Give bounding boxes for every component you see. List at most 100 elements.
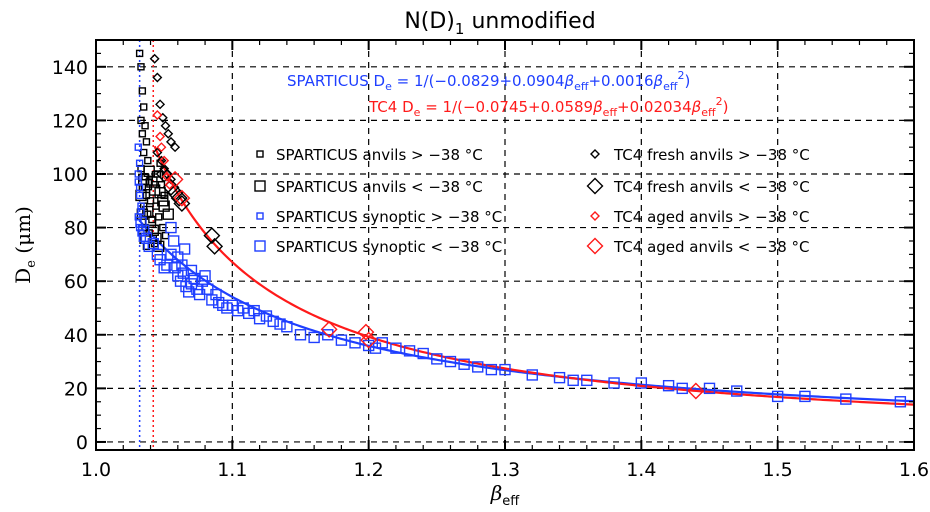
data-point [294,329,307,341]
data-point [143,240,155,253]
legend-marker [586,237,604,255]
data-point [185,264,198,277]
data-point [166,170,184,188]
data-point [147,237,159,250]
data-point [152,147,163,158]
legend-item: TC4 fresh anvils > −38 °C [590,146,810,164]
data-point [155,165,173,183]
legend-item: SPARTICUS synoptic > −38 °C [256,208,502,226]
data-point [417,347,429,360]
data-point [362,339,375,352]
data-point [662,379,675,392]
legend-label: SPARTICUS synoptic > −38 °C [276,208,502,226]
y-tick-label: 20 [64,378,88,400]
fit-curve [153,145,915,406]
equation-sparticus: SPARTICUS De = 1/(−0.0829+0.0904βeff+0.0… [287,69,690,93]
y-tick-label: 0 [76,432,88,454]
axis-ticks [95,40,915,450]
data-point [134,170,142,178]
legend-label: TC4 fresh anvils < −38 °C [613,178,810,196]
data-point [137,116,145,125]
data-point [166,184,184,202]
chart-title: N(D)1 unmodified [404,9,595,38]
legend-marker [590,211,600,221]
legend-item: SPARTICUS anvils > −38 °C [256,146,483,164]
data-point [152,110,163,121]
data-point [138,224,150,236]
data-point [162,208,174,220]
y-tick-label: 60 [64,271,88,293]
data-point [156,142,167,153]
data-point [163,128,174,139]
legend-marker [256,150,264,158]
data-point [135,191,144,200]
data-point [360,331,378,349]
data-point [138,87,147,95]
data-point [567,374,579,387]
data-point [135,49,144,58]
data-point [322,329,334,341]
data-point [635,377,648,389]
data-point [178,243,191,255]
legend-label: SPARTICUS anvils > −38 °C [276,146,483,164]
data-point [165,248,177,261]
data-point [140,148,148,157]
data-point [357,323,375,341]
legend-label: SPARTICUS anvils < −38 °C [276,178,483,196]
legend-label: TC4 fresh anvils > −38 °C [613,146,810,164]
x-tick-label: 1.2 [354,459,384,481]
data-point [168,235,180,247]
data-point [444,355,457,368]
legend-marker [590,149,600,159]
data-point [177,267,189,279]
data-point [135,216,147,228]
legend-item: SPARTICUS synoptic < −38 °C [254,238,502,256]
data-point [142,138,151,146]
equation-tc4: TC4 De = 1/(−0.0745+0.0589βeff+0.02034βe… [368,95,728,119]
data-point [138,130,147,138]
data-point [581,374,593,387]
data-point [137,63,145,71]
x-tick-label: 1.0 [81,459,111,481]
legend-item: SPARTICUS anvils < −38 °C [254,178,483,196]
data-point [703,382,716,395]
data-point [170,142,181,153]
data-point [188,272,200,285]
data-point [173,189,191,207]
data-point [146,197,155,205]
legend-marker [254,240,266,252]
data-point [156,155,167,166]
data-point [320,320,338,338]
legend-item: TC4 fresh anvils < −38 °C [586,177,810,196]
data-point [158,200,170,212]
x-tick-label: 1.6 [899,459,929,481]
data-point [134,143,142,151]
data-point [158,262,170,274]
data-point [308,331,320,344]
legend-item: TC4 aged anvils < −38 °C [586,237,810,256]
y-tick-label: 40 [64,325,88,347]
data-point [140,103,148,111]
y-tick-labels: 0 20 40 60 80 100 120 140 [52,57,88,454]
data-point [526,369,538,381]
data-point [170,189,188,207]
data-point [199,270,211,282]
data-point [161,259,173,271]
data-point [799,390,811,403]
legend-item: TC4 aged anvils > −38 °C [590,208,810,226]
legend-label: TC4 aged anvils < −38 °C [613,238,810,256]
data-point [155,131,166,142]
data-point [499,363,511,376]
legend-label: SPARTICUS synoptic < −38 °C [276,238,502,256]
data-point [431,353,443,365]
y-tick-label: 100 [52,164,88,186]
data-point [840,393,852,405]
data-point [172,251,184,263]
x-tick-label: 1.4 [626,459,656,481]
x-tick-label: 1.1 [217,459,247,481]
data-point [183,286,195,298]
data-point [154,187,166,199]
data-point [676,382,688,395]
data-point [135,183,144,192]
